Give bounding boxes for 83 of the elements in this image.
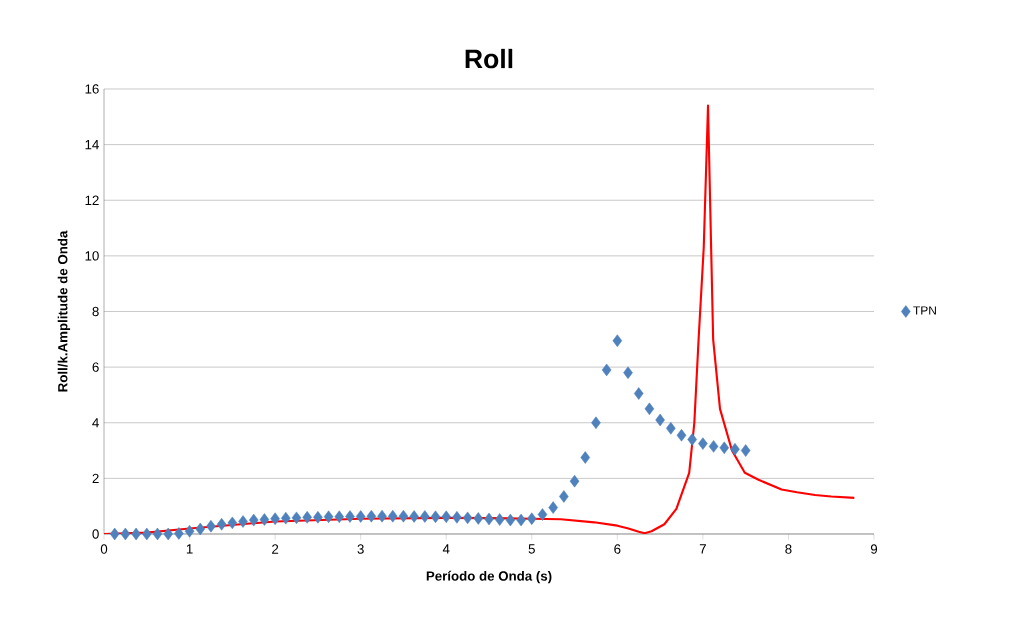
- point: [473, 512, 484, 525]
- point: [142, 527, 152, 541]
- x-tick-label: 3: [357, 544, 364, 554]
- point: [174, 527, 184, 540]
- point: [612, 334, 623, 347]
- point: [345, 510, 355, 523]
- point: [698, 437, 708, 450]
- point: [527, 512, 537, 525]
- point: [666, 422, 676, 435]
- point: [537, 508, 548, 521]
- point: [687, 433, 697, 446]
- x-tick-label: 5: [528, 544, 535, 554]
- point: [462, 511, 473, 525]
- x-tick-label: 2: [272, 544, 279, 554]
- point: [398, 509, 409, 523]
- point: [719, 441, 730, 455]
- y-tick-label: 0: [92, 529, 99, 539]
- point: [206, 519, 216, 533]
- point: [591, 416, 601, 429]
- point: [163, 527, 173, 541]
- y-tick-label: 4: [92, 418, 99, 428]
- point: [484, 512, 494, 526]
- point: [334, 510, 345, 523]
- y-tick-label: 2: [92, 473, 99, 484]
- point: [152, 527, 163, 541]
- y-tick-label: 16: [85, 84, 99, 94]
- point: [248, 513, 259, 527]
- point: [195, 522, 205, 536]
- point: [302, 511, 312, 524]
- point: [238, 515, 248, 528]
- x-tick-label: 8: [785, 544, 792, 554]
- point: [644, 402, 655, 416]
- point: [494, 513, 505, 526]
- y-axis-title: Roll/k.Amplitude de Onda: [57, 230, 71, 392]
- point: [409, 510, 419, 523]
- point: [580, 451, 590, 464]
- x-tick-label: 4: [442, 544, 450, 554]
- point: [270, 512, 280, 525]
- point: [623, 366, 633, 379]
- point: [601, 363, 612, 377]
- point: [109, 527, 120, 541]
- point: [655, 413, 665, 427]
- point: [708, 440, 719, 453]
- point: [441, 510, 451, 523]
- point: [569, 474, 580, 488]
- point: [259, 513, 270, 526]
- point: [505, 513, 516, 527]
- point: [184, 524, 195, 538]
- point: [120, 527, 131, 541]
- point: [516, 513, 526, 527]
- x-axis-title: Período de Onda (s): [426, 570, 552, 584]
- point: [559, 490, 569, 503]
- point: [676, 429, 687, 442]
- point: [452, 511, 462, 524]
- x-tick-label: 0: [100, 544, 108, 554]
- x-tick-label: 6: [614, 544, 621, 554]
- x-tick-label: 7: [699, 544, 706, 554]
- point: [377, 509, 387, 523]
- point: [730, 442, 740, 456]
- y-tick-label: 12: [85, 195, 99, 205]
- point: [227, 516, 238, 530]
- x-tick-label: 9: [870, 544, 878, 554]
- point: [291, 511, 302, 525]
- y-tick-label: 6: [92, 362, 99, 372]
- point: [420, 510, 430, 523]
- point: [355, 510, 366, 523]
- legend-label: TPN: [913, 306, 936, 315]
- chart-title: Roll: [465, 48, 513, 69]
- point: [633, 387, 644, 400]
- point: [388, 509, 398, 523]
- y-tick-label: 8: [92, 306, 99, 317]
- y-tick-label: 14: [85, 140, 99, 150]
- point: [313, 511, 323, 524]
- x-tick-label: 1: [186, 544, 193, 554]
- point: [323, 510, 334, 523]
- point: [131, 527, 141, 541]
- point: [548, 501, 558, 514]
- point: [740, 444, 751, 457]
- point: [281, 511, 291, 525]
- point: [430, 510, 441, 523]
- y-tick-label: 10: [85, 251, 99, 261]
- point: [366, 509, 377, 523]
- point: [216, 518, 227, 531]
